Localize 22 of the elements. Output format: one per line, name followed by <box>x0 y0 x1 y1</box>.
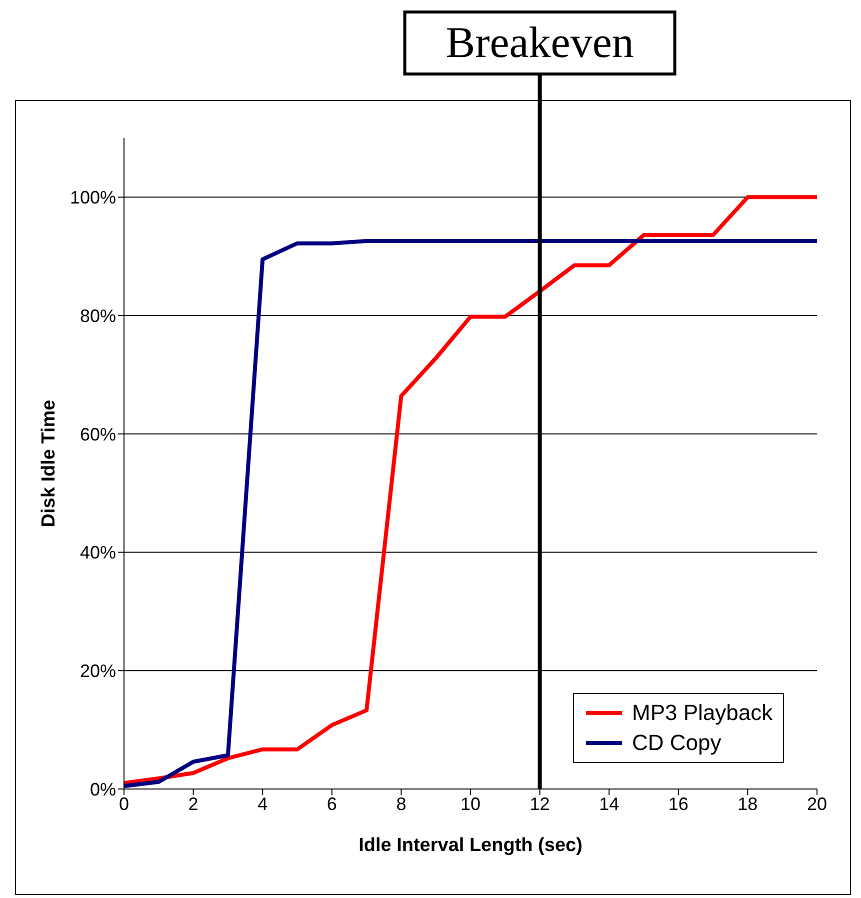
x-tick-label: 16 <box>668 794 688 814</box>
y-tick-label: 60% <box>80 424 116 444</box>
x-tick-label: 8 <box>396 794 406 814</box>
x-tick-label: 6 <box>326 794 337 814</box>
x-tick-label: 10 <box>460 794 481 814</box>
x-tick-label: 14 <box>599 794 620 814</box>
x-tick-label: 0 <box>118 794 130 814</box>
x-axis-title: Idle Interval Length (sec) <box>358 835 582 856</box>
y-tick-label: 20% <box>80 661 116 682</box>
y-tick-label: 100% <box>70 188 116 208</box>
legend-label: MP3 Playback <box>632 700 773 726</box>
y-tick-label: 40% <box>80 542 116 563</box>
y-tick-label: 0% <box>90 779 116 800</box>
x-tick-label: 4 <box>258 794 268 814</box>
y-axis-title: Disk Idle Time <box>38 400 60 528</box>
x-tick-label: 20 <box>806 794 828 814</box>
x-tick-label: 18 <box>738 794 758 814</box>
x-tick-label: 12 <box>530 794 550 814</box>
ref-line-label: Breakeven <box>446 18 634 67</box>
legend-label: CD Copy <box>632 730 722 756</box>
x-tick-label: 2 <box>188 794 198 814</box>
y-tick-label: 80% <box>80 306 116 326</box>
